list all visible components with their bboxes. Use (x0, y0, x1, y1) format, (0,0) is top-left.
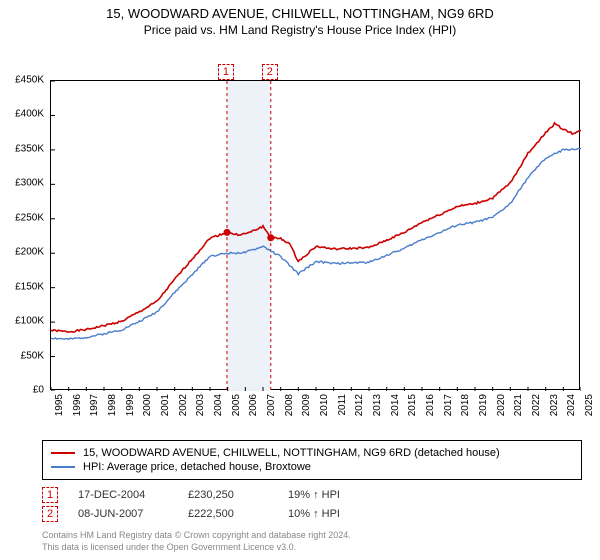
legend-row-1: 15, WOODWARD AVENUE, CHILWELL, NOTTINGHA… (51, 447, 573, 459)
x-tick-label: 2015 (407, 394, 418, 416)
x-tick-label: 2005 (231, 394, 242, 416)
y-tick-label: £100K (15, 316, 44, 327)
chart-titles: 15, WOODWARD AVENUE, CHILWELL, NOTTINGHA… (0, 0, 600, 37)
legend-row-2: HPI: Average price, detached house, Brox… (51, 461, 573, 473)
y-tick-label: £50K (21, 350, 44, 361)
marker-header-2: 2 (262, 64, 278, 80)
x-tick-label: 2012 (354, 394, 365, 416)
transactions-list: 1 17-DEC-2004 £230,250 19% ↑ HPI 2 08-JU… (42, 484, 340, 525)
chart-subtitle: Price paid vs. HM Land Registry's House … (0, 23, 600, 37)
x-tick-label: 2010 (319, 394, 330, 416)
y-tick-label: £450K (15, 75, 44, 86)
y-tick-label: £150K (15, 281, 44, 292)
y-tick-label: £350K (15, 143, 44, 154)
x-tick-label: 2016 (425, 394, 436, 416)
x-tick-label: 1999 (125, 394, 136, 416)
x-tick-label: 2006 (248, 394, 259, 416)
legend-label-2: HPI: Average price, detached house, Brox… (83, 461, 311, 473)
x-tick-label: 2001 (160, 394, 171, 416)
x-tick-label: 2009 (301, 394, 312, 416)
y-tick-label: £0 (33, 385, 44, 396)
x-tick-label: 2022 (531, 394, 542, 416)
transaction-delta: 10% ↑ HPI (288, 508, 340, 520)
x-tick-label: 2021 (513, 394, 524, 416)
y-tick-label: £400K (15, 109, 44, 120)
x-tick-label: 1996 (72, 394, 83, 416)
y-tick-label: £250K (15, 212, 44, 223)
x-tick-label: 2003 (195, 394, 206, 416)
footer-attribution: Contains HM Land Registry data © Crown c… (42, 530, 351, 553)
y-tick-label: £300K (15, 178, 44, 189)
footer-line-2: This data is licensed under the Open Gov… (42, 542, 351, 554)
x-tick-label: 2014 (390, 394, 401, 416)
transaction-price: £230,250 (188, 489, 268, 501)
x-tick-label: 2020 (496, 394, 507, 416)
x-tick-label: 1998 (107, 394, 118, 416)
y-tick-label: £200K (15, 247, 44, 258)
legend: 15, WOODWARD AVENUE, CHILWELL, NOTTINGHA… (42, 440, 582, 480)
x-tick-label: 2013 (372, 394, 383, 416)
x-tick-label: 2024 (566, 394, 577, 416)
x-tick-label: 1995 (54, 394, 65, 416)
x-tick-label: 1997 (89, 394, 100, 416)
chart-plot-area (50, 80, 580, 390)
marker-header-1: 1 (218, 64, 234, 80)
legend-swatch-2 (51, 466, 75, 468)
footer-line-1: Contains HM Land Registry data © Crown c… (42, 530, 351, 542)
x-tick-label: 2023 (549, 394, 560, 416)
x-tick-label: 2025 (584, 394, 595, 416)
transaction-row: 2 08-JUN-2007 £222,500 10% ↑ HPI (42, 506, 340, 522)
transaction-date: 08-JUN-2007 (78, 508, 168, 520)
transaction-marker-1: 1 (42, 487, 58, 503)
x-tick-label: 2007 (266, 394, 277, 416)
chart-title: 15, WOODWARD AVENUE, CHILWELL, NOTTINGHA… (0, 6, 600, 21)
x-axis-labels: 1995 1996 1997 1998 1999 2000 2001 2002 2003 2004… (50, 392, 580, 442)
y-axis-labels: £0£50K£100K£150K£200K£250K£300K£350K£400… (0, 80, 48, 390)
legend-label-1: 15, WOODWARD AVENUE, CHILWELL, NOTTINGHA… (83, 447, 500, 459)
x-tick-label: 2004 (213, 394, 224, 416)
x-tick-label: 2019 (478, 394, 489, 416)
transaction-row: 1 17-DEC-2004 £230,250 19% ↑ HPI (42, 487, 340, 503)
x-tick-label: 2011 (337, 394, 348, 416)
x-tick-label: 2000 (142, 394, 153, 416)
transaction-marker-2: 2 (42, 506, 58, 522)
x-tick-label: 2018 (460, 394, 471, 416)
x-tick-label: 2008 (284, 394, 295, 416)
legend-swatch-1 (51, 452, 75, 454)
transaction-delta: 19% ↑ HPI (288, 489, 340, 501)
transaction-date: 17-DEC-2004 (78, 489, 168, 501)
x-tick-label: 2017 (443, 394, 454, 416)
chart-svg (51, 81, 581, 391)
x-tick-label: 2002 (178, 394, 189, 416)
transaction-price: £222,500 (188, 508, 268, 520)
